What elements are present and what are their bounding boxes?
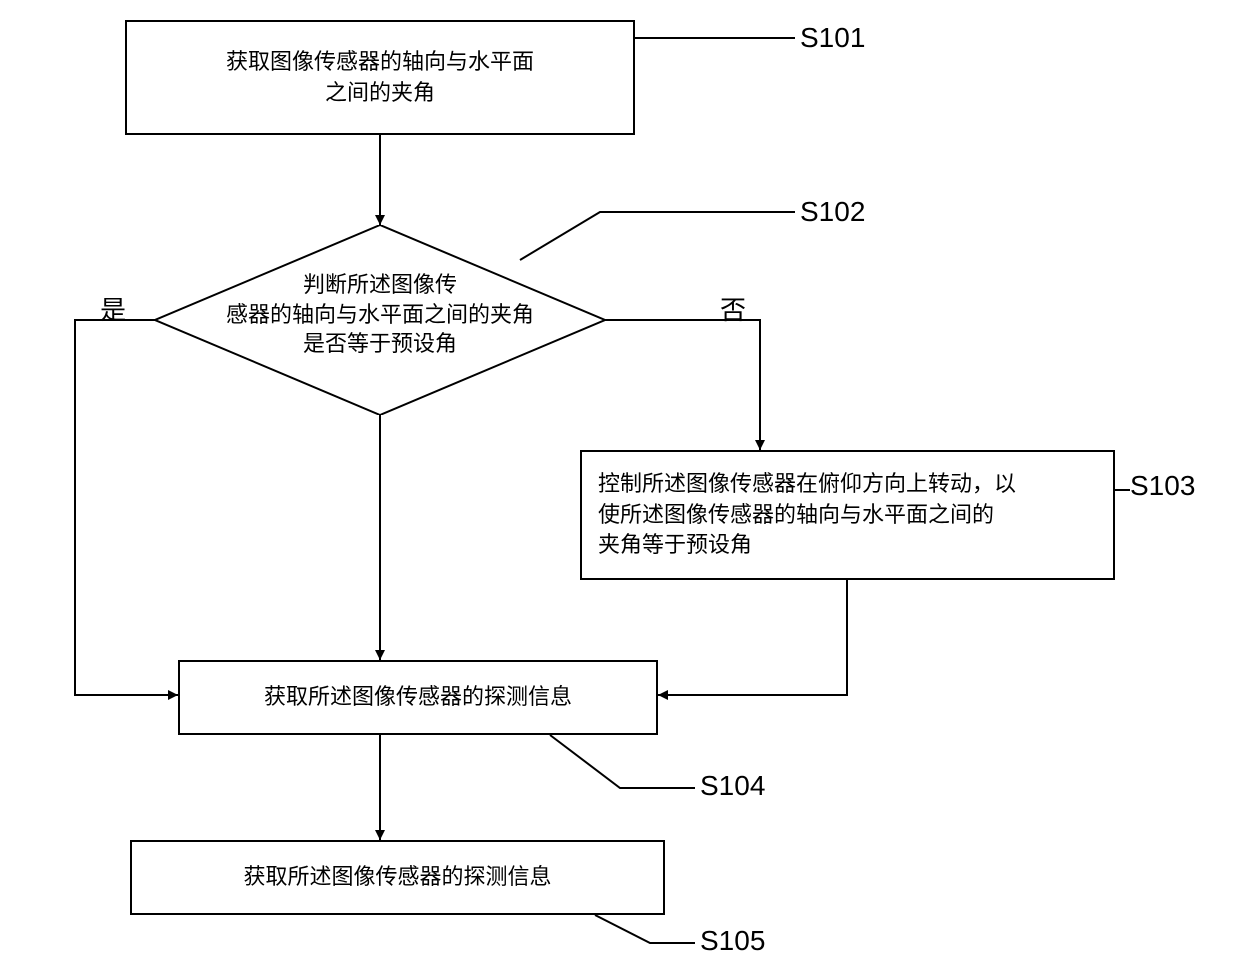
edge-label-yes: 是 xyxy=(100,290,126,327)
flow-node-s101: 获取图像传感器的轴向与水平面之间的夹角 xyxy=(125,20,635,135)
step-label-s101: S101 xyxy=(800,22,865,54)
step-label-s102: S102 xyxy=(800,196,865,228)
flow-node-s102: 判断所述图像传感器的轴向与水平面之间的夹角是否等于预设角 xyxy=(155,225,605,415)
flow-node-s104: 获取所述图像传感器的探测信息 xyxy=(178,660,658,735)
flow-node-s102-text: 判断所述图像传感器的轴向与水平面之间的夹角是否等于预设角 xyxy=(205,270,555,359)
step-label-s104: S104 xyxy=(700,770,765,802)
flow-node-s105: 获取所述图像传感器的探测信息 xyxy=(130,840,665,915)
step-label-s103: S103 xyxy=(1130,470,1195,502)
flow-node-s104-text: 获取所述图像传感器的探测信息 xyxy=(264,682,572,713)
flow-node-s101-text: 获取图像传感器的轴向与水平面之间的夹角 xyxy=(226,47,534,109)
flow-node-s103: 控制所述图像传感器在俯仰方向上转动，以使所述图像传感器的轴向与水平面之间的夹角等… xyxy=(580,450,1115,580)
flow-node-s105-text: 获取所述图像传感器的探测信息 xyxy=(243,862,551,893)
flow-node-s103-text: 控制所述图像传感器在俯仰方向上转动，以使所述图像传感器的轴向与水平面之间的夹角等… xyxy=(598,469,1016,561)
step-label-s105: S105 xyxy=(700,925,765,957)
edge-label-no: 否 xyxy=(720,290,746,327)
